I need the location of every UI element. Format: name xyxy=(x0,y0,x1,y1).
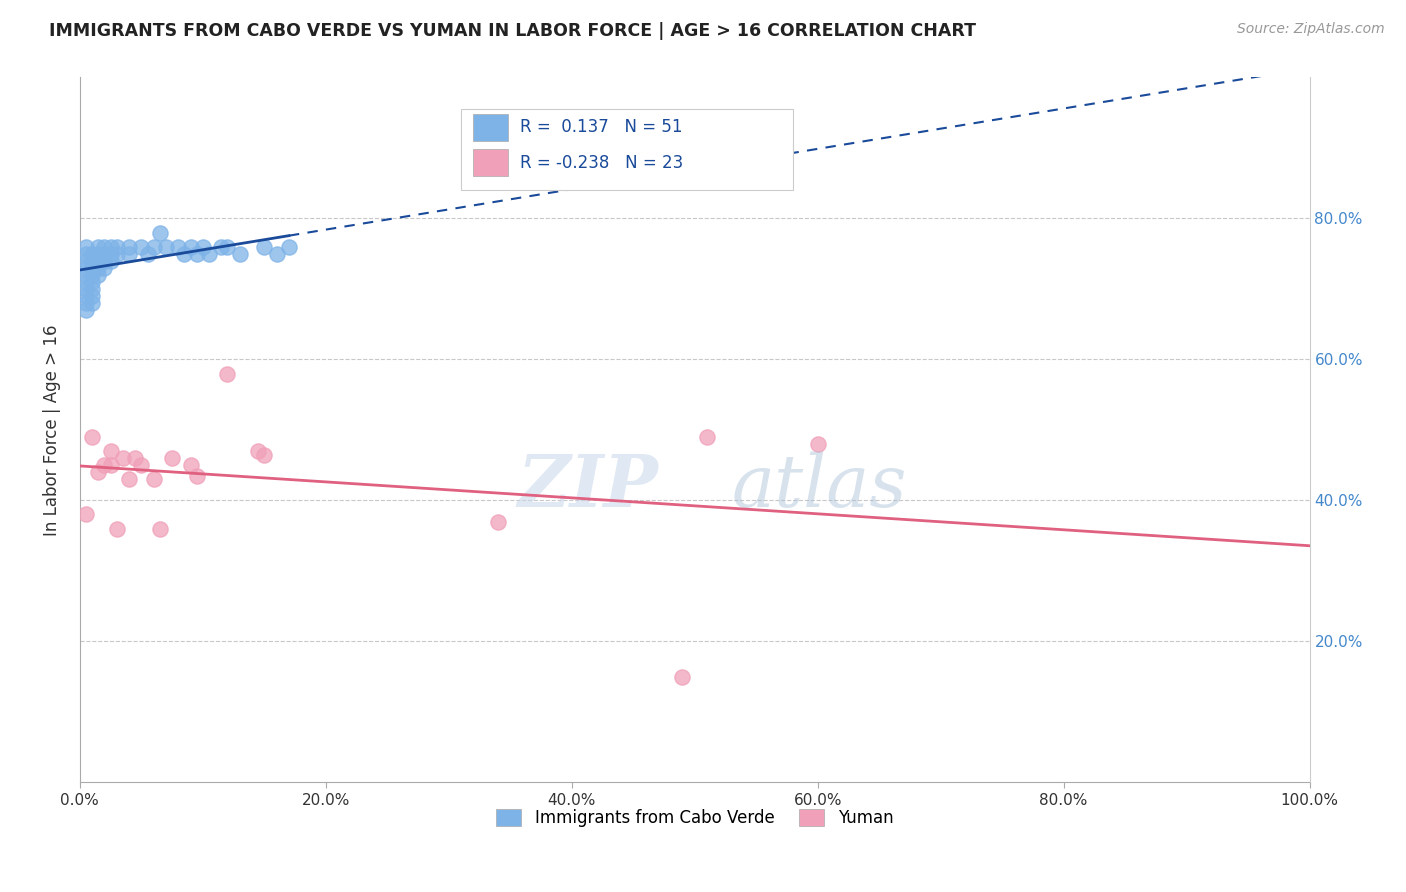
Point xyxy=(111,451,134,466)
Point xyxy=(87,465,110,479)
Point xyxy=(87,260,110,275)
Point xyxy=(229,246,252,260)
Point xyxy=(105,522,128,536)
Point xyxy=(75,289,97,303)
Point xyxy=(93,246,115,260)
Point xyxy=(93,239,115,253)
Point xyxy=(142,239,165,253)
Point xyxy=(118,472,141,486)
Point xyxy=(82,268,104,282)
Point xyxy=(105,239,128,253)
Legend: Immigrants from Cabo Verde, Yuman: Immigrants from Cabo Verde, Yuman xyxy=(489,803,900,834)
Point xyxy=(266,246,288,260)
Point xyxy=(186,246,208,260)
Point xyxy=(75,303,97,318)
Point xyxy=(87,253,110,268)
Point xyxy=(100,253,122,268)
Point xyxy=(93,458,115,472)
Point xyxy=(75,239,97,253)
Point xyxy=(100,239,122,253)
Text: ZIP: ZIP xyxy=(517,450,658,522)
Point xyxy=(486,515,509,529)
Bar xyxy=(474,149,508,176)
Point xyxy=(118,239,141,253)
Text: IMMIGRANTS FROM CABO VERDE VS YUMAN IN LABOR FORCE | AGE > 16 CORRELATION CHART: IMMIGRANTS FROM CABO VERDE VS YUMAN IN L… xyxy=(49,22,976,40)
Point xyxy=(155,239,177,253)
Text: Source: ZipAtlas.com: Source: ZipAtlas.com xyxy=(1237,22,1385,37)
Point xyxy=(209,239,232,253)
Point xyxy=(253,239,276,253)
Point xyxy=(82,246,104,260)
Point xyxy=(82,296,104,310)
Point xyxy=(87,268,110,282)
Y-axis label: In Labor Force | Age > 16: In Labor Force | Age > 16 xyxy=(44,324,60,535)
Point xyxy=(75,296,97,310)
Point xyxy=(100,246,122,260)
Point xyxy=(180,239,202,253)
Point xyxy=(82,253,104,268)
Point xyxy=(671,670,693,684)
Point xyxy=(191,239,214,253)
Point xyxy=(277,239,299,253)
Text: atlas: atlas xyxy=(731,451,907,522)
Point xyxy=(217,367,239,381)
Point xyxy=(105,246,128,260)
Point xyxy=(253,448,276,462)
Bar xyxy=(474,114,508,141)
Point xyxy=(124,451,146,466)
Point xyxy=(75,268,97,282)
Point xyxy=(82,289,104,303)
Point xyxy=(82,260,104,275)
Point xyxy=(131,458,153,472)
Point xyxy=(82,430,104,444)
Point xyxy=(87,239,110,253)
Point xyxy=(186,468,208,483)
Point xyxy=(142,472,165,486)
Point xyxy=(131,239,153,253)
Text: R =  0.137   N = 51: R = 0.137 N = 51 xyxy=(520,119,682,136)
Point xyxy=(75,282,97,296)
Text: R = -0.238   N = 23: R = -0.238 N = 23 xyxy=(520,153,683,172)
Point xyxy=(136,246,159,260)
Point xyxy=(180,458,202,472)
Point xyxy=(198,246,221,260)
Point xyxy=(247,444,270,458)
Point xyxy=(149,522,172,536)
Point xyxy=(160,451,183,466)
Point xyxy=(93,260,115,275)
Point xyxy=(75,253,97,268)
Point xyxy=(75,246,97,260)
FancyBboxPatch shape xyxy=(461,109,793,190)
Point xyxy=(93,253,115,268)
Point xyxy=(173,246,195,260)
Point xyxy=(82,275,104,289)
Point xyxy=(118,246,141,260)
Point xyxy=(217,239,239,253)
Point xyxy=(167,239,190,253)
Point xyxy=(807,437,830,451)
Point xyxy=(82,282,104,296)
Point xyxy=(87,246,110,260)
Point xyxy=(100,458,122,472)
Point xyxy=(100,444,122,458)
Point xyxy=(149,226,172,240)
Point xyxy=(75,275,97,289)
Point xyxy=(75,508,97,522)
Point xyxy=(696,430,718,444)
Point xyxy=(75,260,97,275)
